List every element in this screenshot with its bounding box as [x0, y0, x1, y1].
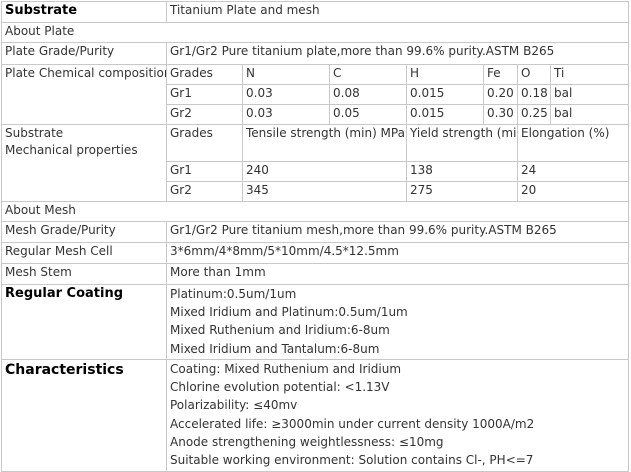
characteristics-line: Anode strengthening weightlessness: ≤10m… — [170, 434, 444, 449]
mesh-cell-row: Regular Mesh Cell 3*6mm/4*8mm/5*10mm/4.5… — [1, 242, 630, 264]
characteristics-line: Polarizability: ≤40mv — [170, 398, 298, 413]
chemical-header: Grades — [166, 64, 243, 85]
chemical-cell: 0.25 — [517, 104, 551, 125]
mechanical-header-row: Substrate Mechanical properties Grades T… — [1, 124, 630, 202]
about-mesh-heading: About Mesh — [0, 201, 630, 222]
characteristics-values: Coating: Mixed Ruthenium and Iridium Chl… — [165, 359, 630, 472]
mesh-grade-label: Mesh Grade/Purity — [1, 221, 167, 243]
chemical-header: N — [242, 64, 330, 85]
coating-values: Platinum:0.5um/1um Mixed Iridium and Pla… — [165, 284, 630, 360]
mechanical-label: Substrate Mechanical properties — [1, 124, 167, 202]
mechanical-cell: 20 — [516, 181, 630, 202]
chemical-row-gr1: Gr1 0.03 0.08 0.015 0.20 0.18 bal — [2, 84, 630, 105]
chemical-cell: 0.015 — [406, 104, 484, 125]
mechanical-header: Grades — [166, 124, 243, 162]
characteristics-label: Characteristics — [1, 359, 167, 472]
mechanical-header: Yield strength (min) MPa — [406, 124, 518, 162]
chemical-header: Fe — [483, 64, 518, 85]
mesh-cell-value: 3*6mm/4*8mm/5*10mm/4.5*12.5mm — [165, 242, 630, 264]
plate-grade-row: Plate Grade/Purity Gr1/Gr2 Pure titanium… — [1, 42, 630, 65]
mechanical-cell: 275 — [406, 181, 518, 202]
mechanical-cell: 138 — [406, 161, 518, 182]
coating-line: Mixed Iridium and Platinum:0.5um/1um — [170, 305, 408, 320]
characteristics-line: Accelerated life: ≥3000min under current… — [170, 416, 535, 431]
mesh-grade-value: Gr1/Gr2 Pure titanium mesh,more than 99.… — [165, 221, 630, 243]
mechanical-header: Tensile strength (min) MPa — [242, 124, 407, 162]
about-plate-heading: About Plate — [0, 22, 630, 43]
chemical-header: O — [517, 64, 551, 85]
coating-line: Mixed Iridium and Tantalum:6-8um — [170, 341, 380, 356]
characteristics-line: Suitable working environment: Solution c… — [170, 453, 534, 468]
mesh-stem-row: Mesh Stem More than 1mm — [1, 263, 630, 285]
mesh-stem-label: Mesh Stem — [1, 263, 167, 285]
about-plate-row: About Plate — [0, 22, 630, 43]
characteristics-line: Coating: Mixed Ruthenium and Iridium — [170, 362, 402, 376]
mechanical-header: Elongation (%) — [516, 124, 630, 162]
coating-line: Mixed Ruthenium and Iridium:6-8um — [170, 323, 390, 338]
chemical-row-gr2: Gr2 0.03 0.05 0.015 0.30 0.25 bal — [2, 104, 630, 125]
plate-grade-value: Gr1/Gr2 Pure titanium plate,more than 99… — [165, 42, 630, 65]
mesh-cell-label: Regular Mesh Cell — [1, 242, 167, 264]
chemical-cell: 0.015 — [406, 84, 484, 105]
chemical-cell: Gr1 — [166, 84, 243, 105]
chemical-cell: 0.05 — [329, 104, 407, 125]
mechanical-cell: Gr2 — [166, 181, 243, 202]
substrate-row: Substrate Titanium Plate and mesh — [1, 1, 630, 23]
chemical-cell: 0.30 — [483, 104, 518, 125]
chemical-cell: 0.03 — [242, 104, 330, 125]
mechanical-row-gr1: Gr1 240 138 24 — [2, 161, 630, 182]
chemical-cell: 0.08 — [329, 84, 407, 105]
mechanical-cell: 24 — [516, 161, 630, 182]
mechanical-cell: 345 — [242, 181, 407, 202]
substrate-value: Titanium Plate and mesh — [165, 1, 630, 23]
chemical-cell: 0.18 — [517, 84, 551, 105]
chemical-header-row: Plate Chemical composition Grades N C H … — [1, 64, 630, 125]
mesh-stem-value: More than 1mm — [165, 263, 630, 285]
about-mesh-row: About Mesh — [0, 201, 630, 222]
chemical-cell: 0.20 — [483, 84, 518, 105]
coating-label: Regular Coating — [1, 284, 167, 360]
coating-row: Regular Coating Platinum:0.5um/1um Mixed… — [1, 284, 630, 360]
chemical-cell: bal — [549, 104, 630, 125]
mechanical-label-line1: Substrate — [5, 126, 64, 140]
chemical-cell: Gr2 — [166, 104, 243, 125]
plate-grade-label: Plate Grade/Purity — [1, 42, 167, 65]
mechanical-row-gr2: Gr2 345 275 20 — [2, 181, 630, 202]
characteristics-row: Characteristics Coating: Mixed Ruthenium… — [1, 359, 630, 472]
chemical-header: Ti — [549, 64, 630, 85]
chemical-label: Plate Chemical composition — [1, 64, 167, 125]
chemical-header: H — [406, 64, 484, 85]
coating-line: Platinum:0.5um/1um — [170, 287, 297, 301]
chemical-cell: 0.03 — [242, 84, 330, 105]
substrate-label: Substrate — [1, 1, 167, 23]
mechanical-label-line2: Mechanical properties — [5, 143, 138, 157]
mechanical-cell: 240 — [242, 161, 407, 182]
characteristics-line: Chlorine evolution potential: <1.13V — [170, 380, 390, 395]
mechanical-cell: Gr1 — [166, 161, 243, 182]
chemical-cell: bal — [549, 84, 630, 105]
mesh-grade-row: Mesh Grade/Purity Gr1/Gr2 Pure titanium … — [1, 221, 630, 243]
chemical-header: C — [329, 64, 407, 85]
